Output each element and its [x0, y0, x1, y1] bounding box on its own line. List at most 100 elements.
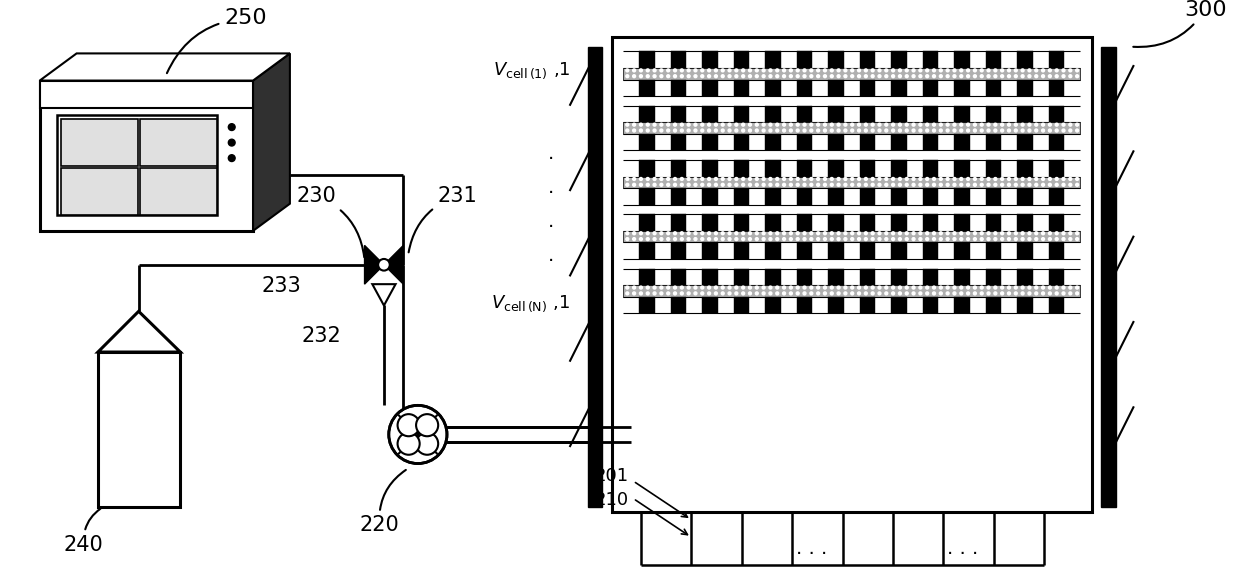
Circle shape [708, 75, 711, 78]
Circle shape [967, 286, 970, 289]
Circle shape [1055, 286, 1058, 289]
Circle shape [796, 123, 799, 126]
Bar [702, 188, 718, 204]
Circle shape [872, 286, 874, 289]
Circle shape [851, 69, 853, 72]
Circle shape [981, 177, 983, 180]
Bar [892, 297, 906, 313]
Circle shape [817, 69, 820, 72]
Circle shape [687, 123, 691, 126]
Circle shape [1022, 292, 1024, 295]
Circle shape [804, 238, 806, 241]
Circle shape [714, 232, 718, 234]
Circle shape [673, 75, 677, 78]
Bar [986, 214, 1002, 231]
Circle shape [708, 69, 711, 72]
Circle shape [872, 123, 874, 126]
Bar [892, 160, 906, 177]
Bar [859, 297, 875, 313]
Circle shape [769, 177, 771, 180]
Circle shape [708, 232, 711, 234]
Circle shape [776, 75, 779, 78]
Bar [765, 51, 781, 68]
Circle shape [742, 286, 745, 289]
Circle shape [940, 232, 942, 234]
Circle shape [660, 183, 663, 186]
Bar [1101, 47, 1116, 507]
Circle shape [1028, 75, 1030, 78]
Circle shape [735, 75, 738, 78]
Circle shape [851, 238, 853, 241]
Circle shape [763, 232, 765, 234]
Circle shape [837, 75, 839, 78]
Circle shape [790, 129, 792, 132]
Polygon shape [365, 245, 384, 284]
Circle shape [728, 69, 732, 72]
Bar [859, 188, 875, 204]
Circle shape [864, 69, 867, 72]
Circle shape [994, 129, 997, 132]
Circle shape [858, 286, 861, 289]
Bar [624, 122, 1080, 134]
Circle shape [810, 75, 812, 78]
Circle shape [1042, 183, 1044, 186]
Circle shape [1049, 69, 1052, 72]
Circle shape [749, 286, 751, 289]
Circle shape [776, 238, 779, 241]
Circle shape [960, 123, 962, 126]
Circle shape [892, 286, 894, 289]
Bar [140, 119, 217, 166]
Circle shape [851, 286, 853, 289]
Circle shape [1014, 286, 1017, 289]
Bar [1017, 268, 1033, 285]
Text: 210: 210 [594, 491, 629, 509]
Circle shape [981, 75, 983, 78]
Bar [702, 160, 718, 177]
Circle shape [864, 286, 867, 289]
Bar [828, 134, 844, 150]
Text: 232: 232 [301, 327, 341, 346]
Circle shape [960, 232, 962, 234]
Circle shape [823, 292, 826, 295]
Circle shape [796, 292, 799, 295]
Bar [734, 134, 749, 150]
Bar [796, 188, 812, 204]
Circle shape [981, 183, 983, 186]
Circle shape [722, 69, 724, 72]
Bar [986, 134, 1002, 150]
Circle shape [823, 75, 826, 78]
Bar [639, 242, 655, 259]
Circle shape [960, 69, 962, 72]
Circle shape [831, 177, 833, 180]
Circle shape [1035, 177, 1038, 180]
Bar [923, 188, 939, 204]
Circle shape [878, 286, 880, 289]
Bar [734, 160, 749, 177]
Circle shape [878, 232, 880, 234]
Circle shape [660, 123, 663, 126]
Circle shape [913, 75, 915, 78]
Bar [796, 297, 812, 313]
Bar [671, 268, 687, 285]
Bar [57, 115, 217, 215]
Circle shape [1014, 183, 1017, 186]
Circle shape [1028, 177, 1030, 180]
Bar [923, 51, 939, 68]
Circle shape [796, 232, 799, 234]
Circle shape [1069, 286, 1071, 289]
Bar [892, 134, 906, 150]
Bar [1049, 268, 1064, 285]
Circle shape [823, 286, 826, 289]
Circle shape [782, 183, 785, 186]
Circle shape [782, 177, 785, 180]
Circle shape [851, 177, 853, 180]
Circle shape [905, 286, 908, 289]
Bar [892, 214, 906, 231]
Circle shape [714, 183, 718, 186]
Circle shape [804, 129, 806, 132]
Circle shape [228, 139, 236, 146]
Circle shape [722, 129, 724, 132]
Circle shape [796, 183, 799, 186]
Circle shape [973, 129, 976, 132]
Bar [923, 160, 939, 177]
